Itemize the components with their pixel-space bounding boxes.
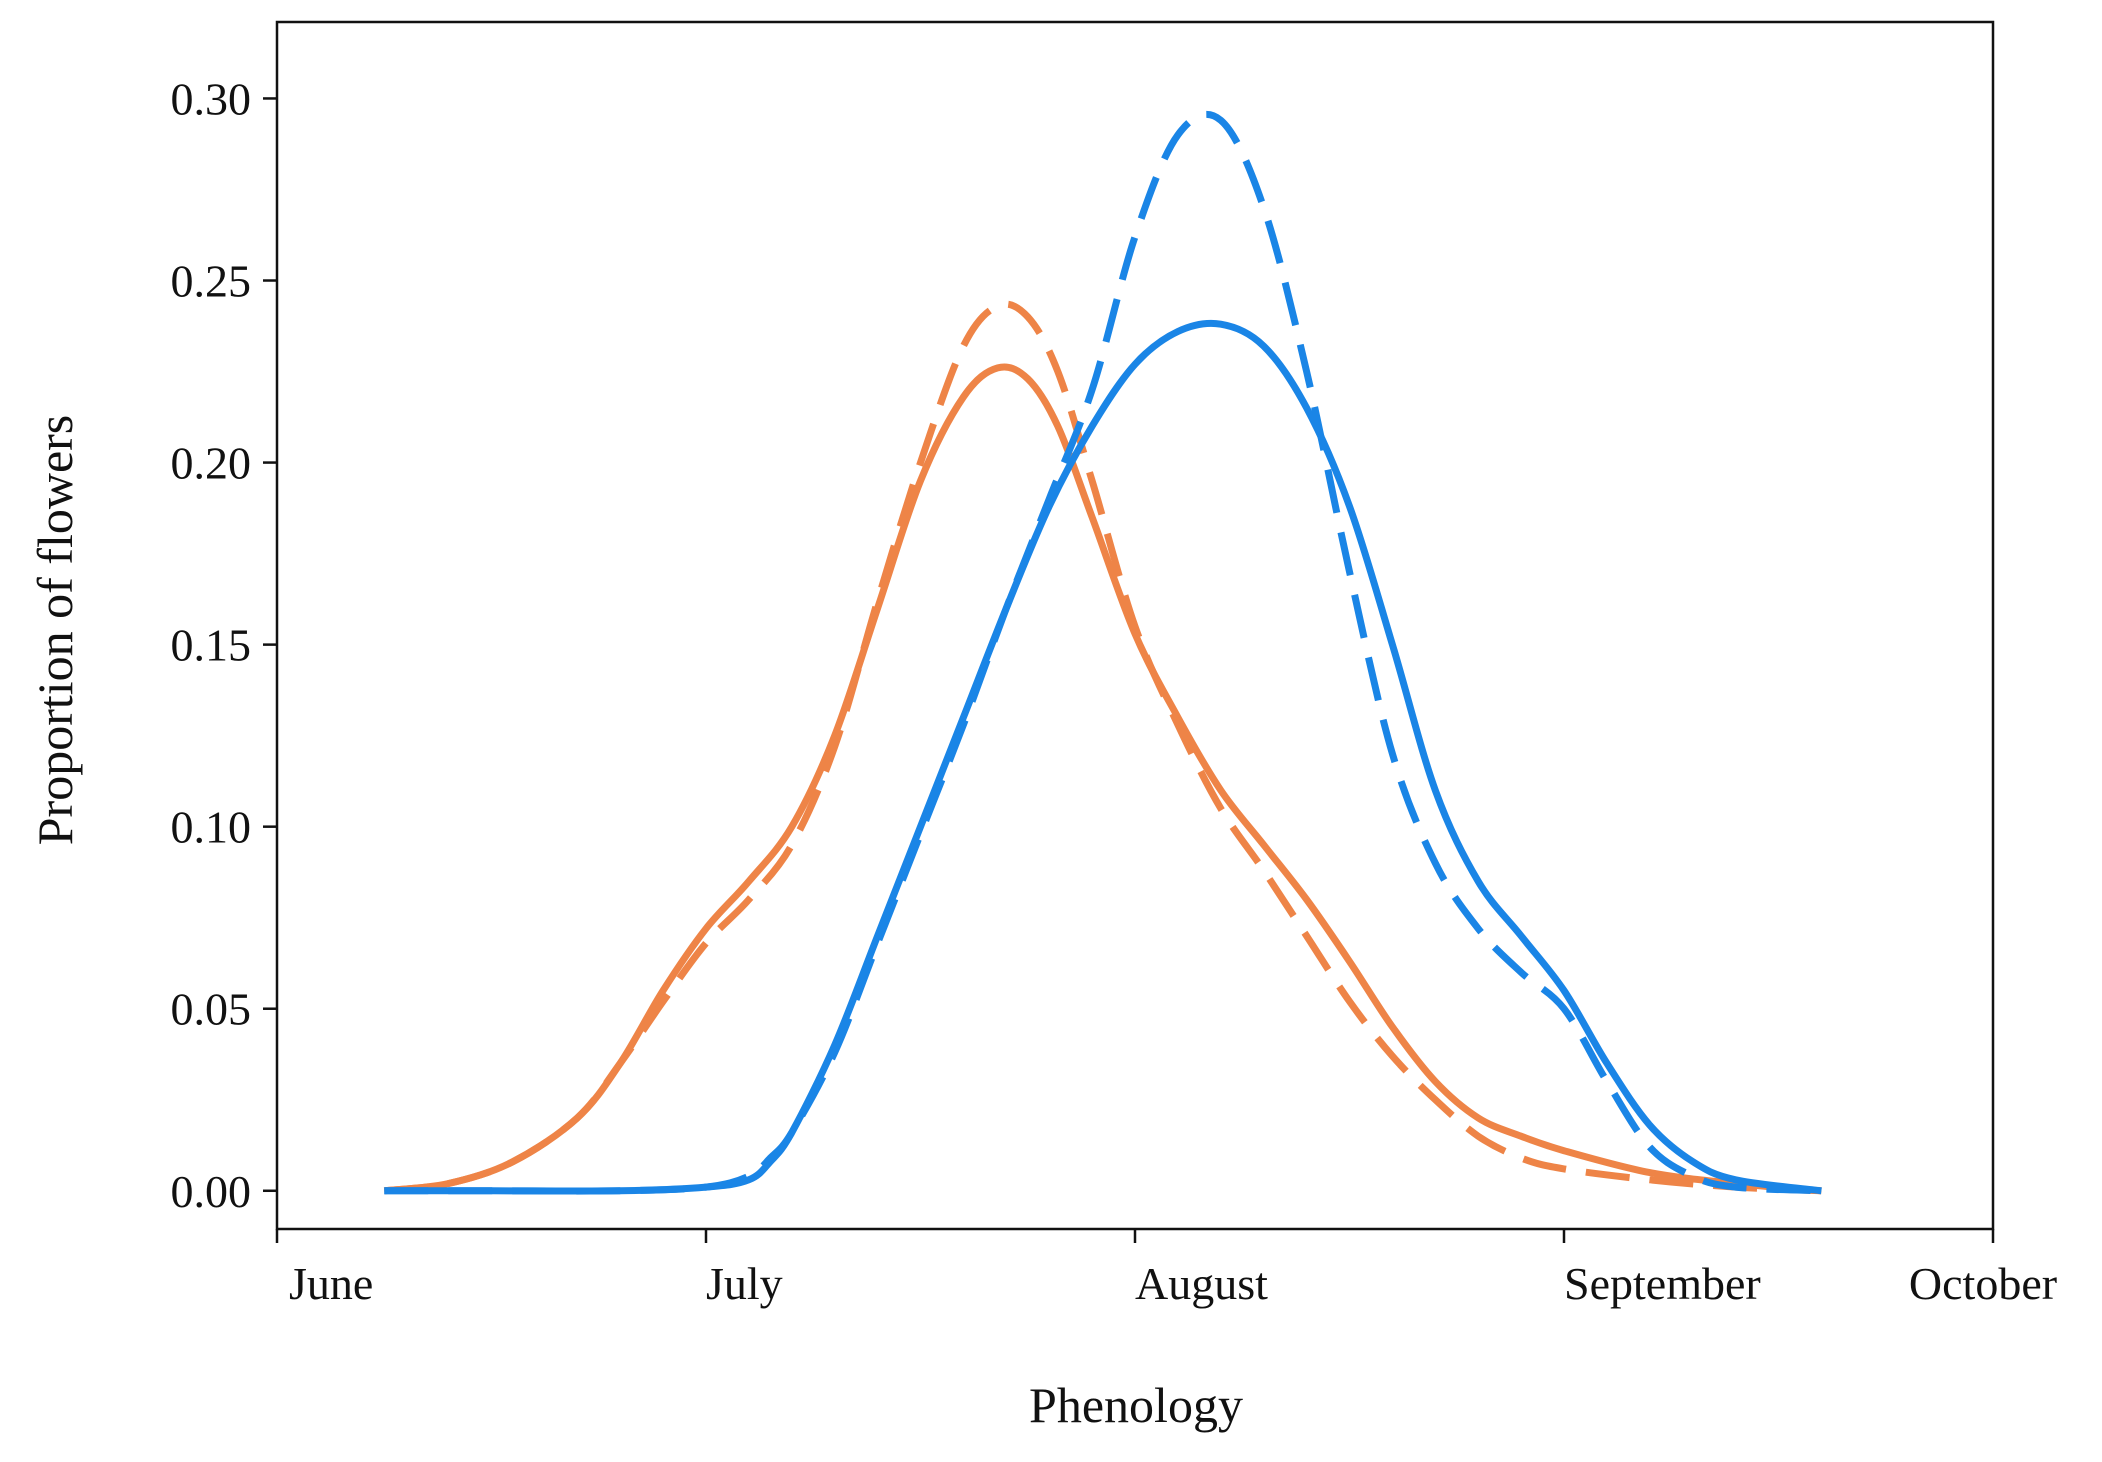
- x-tick-label: June: [289, 1258, 373, 1309]
- y-axis-label: Proportion of flowers: [27, 415, 83, 846]
- series-line-orange-dashed: [383, 300, 1822, 1195]
- x-tick-label: October: [1909, 1258, 2057, 1309]
- y-tick-label: 0.25: [171, 256, 252, 307]
- x-tick-label: September: [1564, 1258, 1761, 1309]
- x-tick-label: August: [1135, 1258, 1268, 1309]
- y-tick-label: 0.15: [171, 620, 252, 671]
- x-axis-label: Phenology: [1029, 1377, 1243, 1433]
- y-tick-label: 0.05: [171, 984, 252, 1035]
- x-axis: June July August September October: [275, 1229, 2057, 1309]
- y-tick-label: 0.00: [171, 1166, 252, 1217]
- y-tick-label: 0.10: [171, 802, 252, 853]
- y-tick-label: 0.20: [171, 438, 252, 489]
- plot-lines: [383, 110, 1822, 1195]
- series-line-orange-solid: [383, 363, 1822, 1195]
- y-tick-label: 0.30: [171, 73, 252, 124]
- series-line-blue-dashed: [384, 110, 1822, 1195]
- x-tick-label: July: [706, 1258, 783, 1309]
- y-axis: 0.00 0.05 0.10 0.15 0.20 0.25 0.30: [171, 73, 277, 1217]
